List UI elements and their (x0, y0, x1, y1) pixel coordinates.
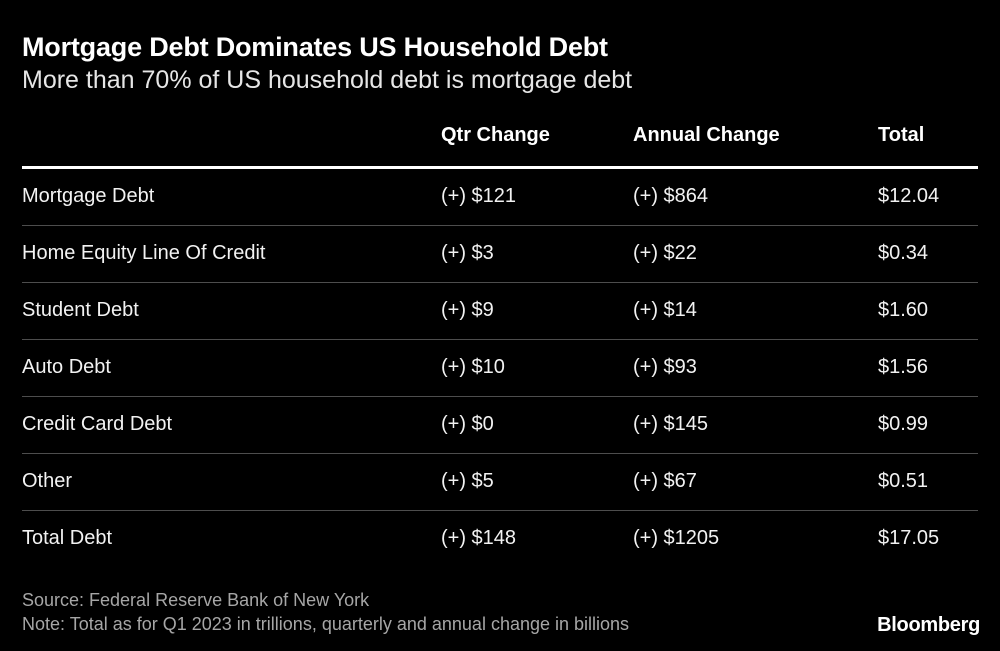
table-row: Mortgage Debt (+) $121 (+) $864 $12.04 (22, 169, 978, 226)
annual-change-cell: (+) $93 (633, 356, 697, 378)
row-label: Other (22, 470, 73, 492)
total-cell: $0.51 (878, 470, 929, 492)
table-body: Mortgage Debt (+) $121 (+) $864 $12.04 Home … (22, 169, 978, 567)
qtr-change-cell: (+) $0 (441, 413, 494, 435)
total-cell: $1.56 (878, 356, 929, 378)
total-cell: $1.60 (878, 299, 929, 321)
table-header-row: Qtr Change Annual Change Total (22, 110, 978, 169)
source-note: Source: Federal Reserve Bank of New York (22, 590, 370, 610)
column-header-total: Total (878, 124, 925, 146)
chart-title: Mortgage Debt Dominates US Household Deb… (22, 32, 608, 62)
table-row: Credit Card Debt (+) $0 (+) $145 $0.99 (22, 397, 978, 454)
total-cell: $12.04 (878, 185, 940, 207)
total-cell: $17.05 (878, 527, 940, 549)
qtr-change-cell: (+) $148 (441, 527, 517, 549)
annual-change-cell: (+) $145 (633, 413, 709, 435)
annual-change-cell: (+) $14 (633, 299, 697, 321)
table-row: Home Equity Line Of Credit (+) $3 (+) $22 $… (22, 226, 978, 283)
qtr-change-cell: (+) $3 (441, 242, 494, 264)
bloomberg-logo: Bloomberg (877, 614, 980, 636)
units-note: Note: Total as for Q1 2023 in trillions,… (22, 614, 630, 634)
annual-change-cell: (+) $67 (633, 470, 697, 492)
row-label: Total Debt (22, 527, 113, 549)
column-header-annual-change: Annual Change (633, 124, 780, 146)
row-label: Student Debt (22, 299, 139, 321)
table-row: Auto Debt (+) $10 (+) $93 $1.56 (22, 340, 978, 397)
debt-table: Qtr Change Annual Change Total Mortgage … (22, 110, 978, 567)
qtr-change-cell: (+) $121 (441, 185, 517, 207)
table-row: Student Debt (+) $9 (+) $14 $1.60 (22, 283, 978, 340)
total-cell: $0.34 (878, 242, 929, 264)
total-cell: $0.99 (878, 413, 929, 435)
qtr-change-cell: (+) $9 (441, 299, 494, 321)
row-label: Mortgage Debt (22, 185, 155, 207)
qtr-change-cell: (+) $5 (441, 470, 494, 492)
qtr-change-cell: (+) $10 (441, 356, 505, 378)
annual-change-cell: (+) $1205 (633, 527, 720, 549)
table-row: Other (+) $5 (+) $67 $0.51 (22, 454, 978, 511)
annual-change-cell: (+) $22 (633, 242, 697, 264)
row-label: Credit Card Debt (22, 413, 173, 435)
row-label: Auto Debt (22, 356, 111, 378)
column-header-qtr-change: Qtr Change (441, 124, 550, 146)
table-row: Total Debt (+) $148 (+) $1205 $17.05 (22, 511, 978, 567)
row-label: Home Equity Line Of Credit (22, 242, 266, 264)
footer: Source: Federal Reserve Bank of New York… (22, 588, 629, 636)
annual-change-cell: (+) $864 (633, 185, 709, 207)
chart-subtitle: More than 70% of US household debt is mo… (22, 66, 633, 94)
